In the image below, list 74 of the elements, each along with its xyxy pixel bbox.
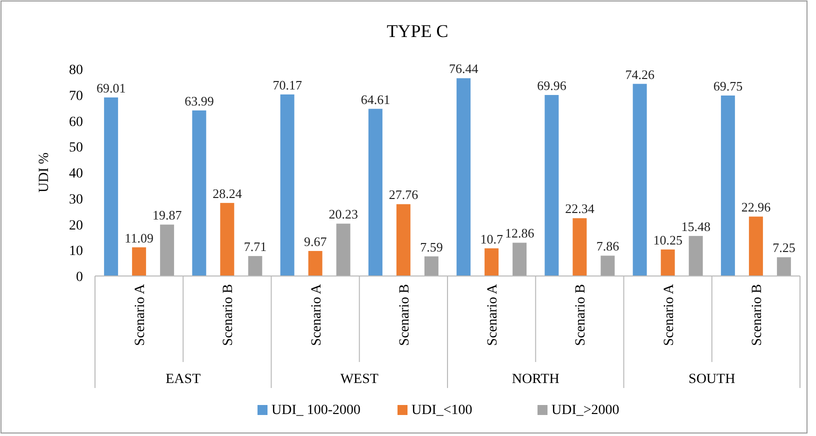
data-label: 12.86 bbox=[504, 226, 535, 241]
data-label: 19.87 bbox=[152, 208, 182, 223]
data-label: 15.48 bbox=[681, 218, 710, 234]
x-tick-label: Scenario B bbox=[574, 284, 589, 346]
x-tick-label: Scenario A bbox=[662, 283, 677, 346]
data-label: 7.71 bbox=[244, 239, 267, 254]
data-label: 64.61 bbox=[360, 92, 390, 107]
bar bbox=[748, 216, 763, 276]
data-label: 70.17 bbox=[272, 77, 302, 92]
y-tick-label: 40 bbox=[69, 166, 83, 182]
text: SOUTH bbox=[688, 372, 736, 387]
bar bbox=[600, 256, 615, 276]
data-label: 7.86 bbox=[596, 238, 620, 254]
data-label: 69.75 bbox=[713, 78, 743, 94]
data-label: 63.99 bbox=[184, 93, 214, 108]
y-axis-title: UDI % bbox=[37, 152, 52, 193]
data-label: 11.09 bbox=[124, 230, 154, 246]
legend-label: UDI_>2000 bbox=[552, 403, 620, 418]
x-tick-label: Scenario B bbox=[397, 284, 412, 346]
x-tick-label: Scenario A bbox=[486, 283, 501, 346]
data-label: 69.96 bbox=[537, 78, 567, 93]
bar bbox=[512, 242, 527, 276]
bar bbox=[104, 97, 118, 276]
x-tick-label: Scenario B bbox=[221, 284, 236, 346]
bar bbox=[308, 250, 322, 276]
y-tick-label: 10 bbox=[69, 244, 83, 260]
data-label: 20.23 bbox=[328, 206, 358, 222]
bar bbox=[280, 94, 294, 276]
data-label: 10.25 bbox=[653, 232, 682, 248]
data-label: 22.34 bbox=[565, 201, 595, 216]
x-tick-label: Scenario A bbox=[309, 283, 324, 346]
x-tick-label: Scenario B bbox=[750, 284, 765, 346]
y-tick-label: 60 bbox=[69, 114, 83, 130]
bar bbox=[368, 108, 382, 276]
bar bbox=[396, 204, 410, 276]
bar bbox=[776, 257, 791, 276]
text: NORTH bbox=[512, 372, 560, 387]
data-label: 10.7 bbox=[480, 231, 504, 246]
data-label: 7.25 bbox=[772, 240, 796, 256]
data-label: 9.67 bbox=[304, 234, 328, 249]
bar bbox=[456, 78, 471, 276]
bar bbox=[248, 256, 262, 276]
bar bbox=[132, 247, 146, 276]
data-label: 28.24 bbox=[212, 186, 242, 201]
bar bbox=[424, 256, 438, 276]
bar bbox=[192, 110, 206, 276]
bar bbox=[336, 224, 350, 276]
text: EAST bbox=[166, 372, 202, 387]
y-tick-label: 70 bbox=[69, 88, 83, 104]
bar bbox=[688, 236, 703, 276]
bar bbox=[484, 248, 499, 276]
bar bbox=[544, 94, 559, 276]
y-tick-label: 80 bbox=[69, 63, 83, 78]
data-label: 7.59 bbox=[420, 239, 443, 254]
bar bbox=[572, 218, 587, 276]
data-label: 69.01 bbox=[96, 80, 126, 96]
y-tick-label: 20 bbox=[69, 218, 83, 234]
data-label: 74.26 bbox=[625, 66, 655, 82]
data-label: 76.44 bbox=[448, 61, 479, 76]
bar bbox=[720, 96, 735, 276]
bar bbox=[220, 202, 234, 276]
x-tick-label: Scenario A bbox=[133, 283, 148, 346]
legend-label: UDI_ 100-2000 bbox=[272, 403, 361, 418]
bar bbox=[660, 249, 675, 276]
bar bbox=[632, 84, 647, 276]
bar bbox=[160, 224, 174, 276]
chart-title: TYPE C bbox=[386, 21, 448, 41]
y-tick-label: 50 bbox=[69, 140, 83, 156]
text: WEST bbox=[340, 372, 379, 387]
data-label: 27.76 bbox=[388, 187, 419, 202]
legend-label: UDI_<100 bbox=[412, 403, 472, 418]
y-tick-label: 0 bbox=[76, 270, 83, 285]
y-tick-label: 30 bbox=[69, 192, 83, 208]
data-label: 22.96 bbox=[741, 200, 772, 215]
